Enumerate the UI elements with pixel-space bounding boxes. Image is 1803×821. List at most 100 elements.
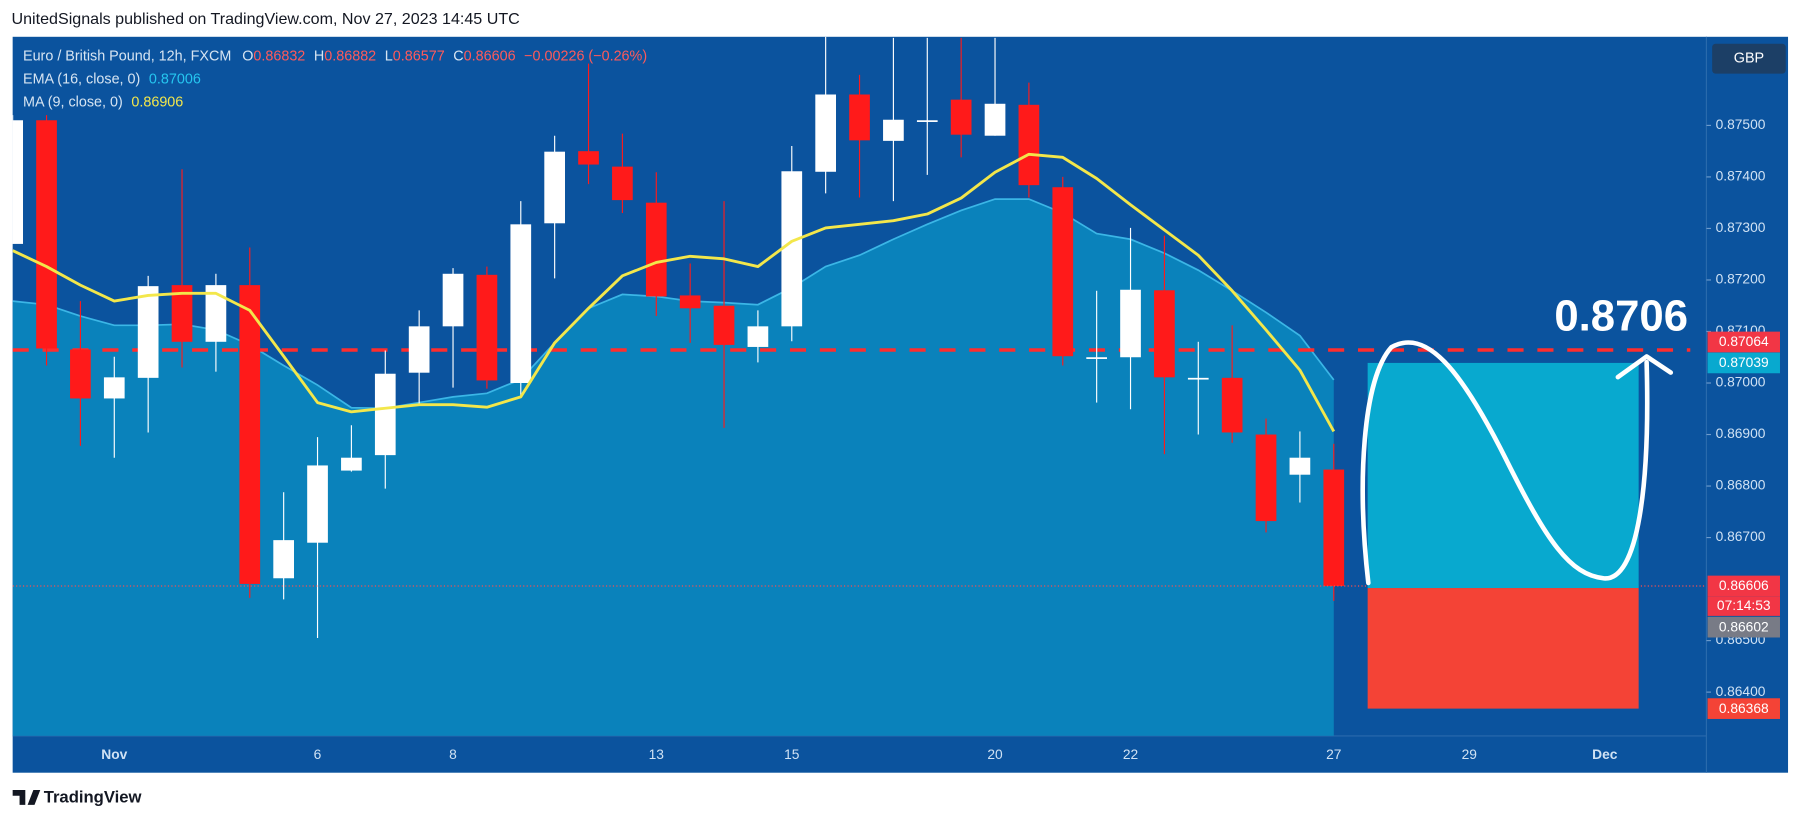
- candle-body: [103, 377, 125, 399]
- position-profit: [1367, 362, 1639, 589]
- y-tick-label: 0.87300: [1716, 220, 1766, 235]
- logo-mark: [12, 789, 41, 805]
- candle-body: [1289, 457, 1311, 475]
- legend-l: L: [385, 48, 393, 64]
- legend-ema-name: EMA (16, close, 0): [23, 71, 140, 87]
- candle-body: [205, 285, 227, 342]
- candle-body: [916, 120, 938, 122]
- y-tick-label: 0.86700: [1716, 529, 1766, 544]
- annotation: 0.8706: [1554, 292, 1688, 341]
- y-tick-label: 0.87400: [1716, 169, 1766, 184]
- stop-tag-label: 0.86368: [1719, 701, 1769, 716]
- candle-body: [476, 274, 498, 381]
- legend-h-value: 0.86882: [324, 48, 376, 64]
- candle-body: [1323, 469, 1345, 586]
- candle-body: [645, 202, 667, 297]
- candle-body: [273, 540, 295, 579]
- x-tick-label: 6: [314, 747, 322, 762]
- header: UnitedSignals published on TradingView.c…: [12, 10, 520, 28]
- countdown-tag: [1707, 596, 1780, 616]
- y-tick-label: 0.86400: [1716, 684, 1766, 699]
- candle-body: [612, 166, 633, 201]
- last-price-tag-label: 0.86606: [1719, 578, 1769, 593]
- candle-body: [747, 326, 769, 347]
- candle-body: [679, 295, 701, 309]
- candle-body: [408, 326, 430, 373]
- x-tick-label: Dec: [1592, 747, 1618, 762]
- stop-tag: [1707, 698, 1780, 719]
- legend-change: −0.00226 (−0.26%): [524, 48, 647, 64]
- legend-h: H: [314, 48, 324, 64]
- candle-body: [544, 151, 566, 224]
- drawn-curve: [1360, 340, 1650, 586]
- plot: [12, 36, 1707, 736]
- legend-o: O: [242, 48, 253, 64]
- currency-box[interactable]: [1712, 43, 1786, 74]
- level-tag-label: 0.87064: [1719, 334, 1769, 349]
- x-tick-label: 13: [649, 747, 665, 762]
- target-tag-label: 0.87039: [1719, 355, 1769, 370]
- countdown-label: 07:14:53: [1717, 598, 1771, 613]
- x-tick-label: Nov: [101, 747, 127, 762]
- position-loss: [1367, 588, 1639, 709]
- candle-body: [950, 99, 972, 135]
- legend-title: Euro / British Pound, 12h, FXCM: [23, 48, 231, 64]
- legend-ema-value: 0.87006: [149, 71, 201, 87]
- candle-body: [1018, 104, 1040, 186]
- footer-logo: TradingView: [44, 787, 142, 806]
- ema-line: [12, 198, 1335, 410]
- legend-ema: EMA (16, close, 0) 0.87006: [23, 71, 201, 87]
- ema-area: [12, 199, 1334, 736]
- last-price-tag: [1707, 575, 1780, 597]
- candle-body: [171, 285, 193, 342]
- x-tick-label: 22: [1123, 747, 1138, 762]
- x-tick-label: 15: [784, 747, 800, 762]
- x-tick-label: 20: [987, 747, 1003, 762]
- entry-tag: [1707, 616, 1780, 638]
- candle-body: [578, 151, 599, 165]
- ma-line: [12, 152, 1336, 433]
- candle-body: [239, 285, 261, 584]
- legend-ma-name: MA (9, close, 0): [23, 94, 123, 110]
- level-tag: [1707, 331, 1780, 353]
- candle-body: [1120, 289, 1141, 358]
- x-tick-label: 27: [1326, 747, 1341, 762]
- candle-body: [1187, 377, 1209, 380]
- drawn-arrowhead: [1615, 354, 1674, 380]
- legend-c-value: 0.86606: [464, 48, 516, 64]
- candle-body: [1221, 377, 1243, 433]
- legend-ma: MA (9, close, 0) 0.86906: [23, 94, 183, 110]
- candle-body: [70, 349, 91, 399]
- legend-c: C: [453, 48, 463, 64]
- legend-ma-value: 0.86906: [131, 94, 183, 110]
- candle-body: [815, 94, 837, 172]
- y-tick-label: 0.87200: [1716, 272, 1766, 287]
- candle-body: [307, 465, 328, 543]
- candle-body: [1255, 434, 1277, 522]
- target-tag: [1707, 352, 1780, 374]
- candle-body: [36, 120, 57, 349]
- x-tick-label: 29: [1462, 747, 1478, 762]
- candle-body: [1086, 357, 1108, 359]
- candle-body: [510, 224, 532, 384]
- legend-l-value: 0.86577: [393, 48, 445, 64]
- x-tick-label: 8: [449, 747, 457, 762]
- candle-body: [374, 373, 396, 456]
- candle-body: [883, 119, 904, 141]
- y-tick-label: 0.86900: [1716, 426, 1766, 441]
- candle-body: [849, 94, 870, 141]
- legend-o-value: 0.86832: [253, 48, 305, 64]
- candle-body: [137, 286, 159, 378]
- legend-main: Euro / British Pound, 12h, FXCM O0.86832…: [23, 48, 647, 64]
- y-tick-label: 0.86800: [1716, 478, 1766, 493]
- candle-body: [341, 457, 362, 471]
- candle-body: [984, 103, 1006, 136]
- candle-body: [713, 305, 735, 345]
- currency-label[interactable]: GBP: [1734, 50, 1764, 66]
- entry-tag-label: 0.86602: [1719, 619, 1769, 634]
- y-tick-label: 0.87500: [1716, 117, 1766, 132]
- y-tick-label: 0.87000: [1716, 375, 1766, 390]
- candle-body: [781, 171, 803, 327]
